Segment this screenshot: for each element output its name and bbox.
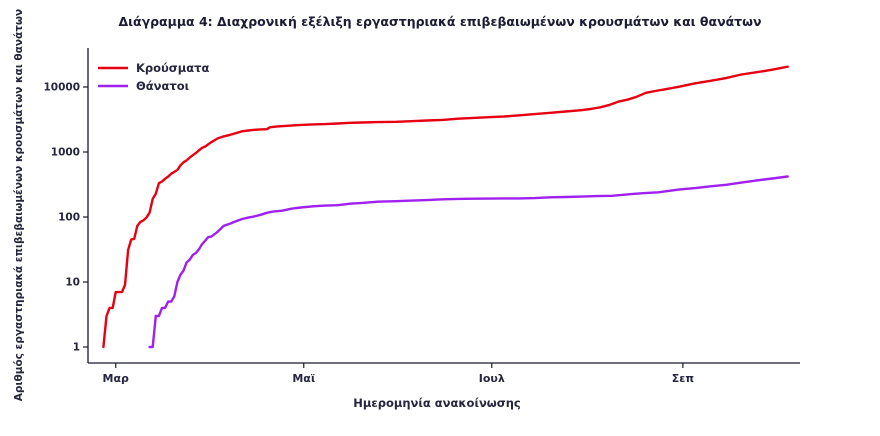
x-axis-label: Ημερομηνία ανακοίνωσης: [353, 396, 521, 410]
x-tick-label: Ιουλ: [479, 372, 505, 385]
chart-title: Διάγραμμα 4: Διαχρονική εξέλιξη εργαστηρ…: [118, 14, 761, 29]
y-tick-label: 100: [58, 212, 80, 224]
series-line-cases: [102, 65, 789, 349]
legend-label-deaths: Θάνατοι: [136, 79, 189, 93]
y-axis-label: Αριθμός εργαστηριακά επιβεβαιωμένων κρου…: [13, 9, 25, 401]
y-tick-label: 10: [65, 277, 80, 289]
y-tick-label: 1: [73, 342, 80, 354]
x-tick-label: Μαϊ: [292, 372, 315, 385]
series-line-deaths: [148, 175, 789, 349]
y-tick-label: 1000: [51, 147, 80, 159]
y-tick-label: 10000: [43, 82, 80, 94]
legend-label-cases: Κρούσματα: [136, 61, 209, 75]
x-tick-label: Μαρ: [103, 372, 130, 385]
x-tick-label: Σεπ: [672, 372, 695, 385]
plot-area: 1 10 100 1000 10000 Μαρ Μαϊ Ιουλ Σεπ Κρούσματα Θάν…: [43, 48, 800, 385]
